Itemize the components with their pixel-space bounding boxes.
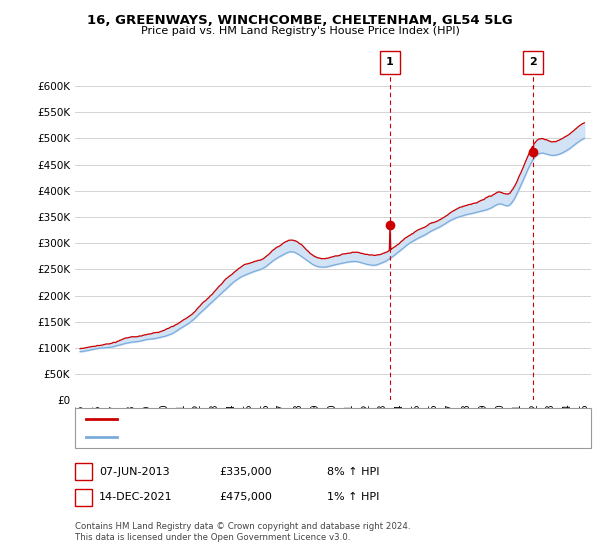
Text: Price paid vs. HM Land Registry's House Price Index (HPI): Price paid vs. HM Land Registry's House … bbox=[140, 26, 460, 36]
Text: 8% ↑ HPI: 8% ↑ HPI bbox=[327, 466, 379, 477]
Text: 2: 2 bbox=[529, 57, 537, 67]
FancyBboxPatch shape bbox=[380, 50, 400, 74]
Text: 2: 2 bbox=[80, 492, 87, 502]
Text: 16, GREENWAYS, WINCHCOMBE, CHELTENHAM, GL54 5LG: 16, GREENWAYS, WINCHCOMBE, CHELTENHAM, G… bbox=[87, 14, 513, 27]
FancyBboxPatch shape bbox=[523, 50, 543, 74]
Text: 1% ↑ HPI: 1% ↑ HPI bbox=[327, 492, 379, 502]
Text: HPI: Average price, detached house, Tewkesbury: HPI: Average price, detached house, Tewk… bbox=[123, 432, 365, 442]
Text: 1: 1 bbox=[80, 466, 87, 477]
Text: 07-JUN-2013: 07-JUN-2013 bbox=[99, 466, 170, 477]
Text: 14-DEC-2021: 14-DEC-2021 bbox=[99, 492, 173, 502]
Text: £335,000: £335,000 bbox=[219, 466, 272, 477]
Text: 1: 1 bbox=[386, 57, 394, 67]
Text: 16, GREENWAYS, WINCHCOMBE, CHELTENHAM, GL54 5LG (detached house): 16, GREENWAYS, WINCHCOMBE, CHELTENHAM, G… bbox=[123, 414, 501, 423]
Text: Contains HM Land Registry data © Crown copyright and database right 2024.
This d: Contains HM Land Registry data © Crown c… bbox=[75, 521, 410, 543]
Text: £475,000: £475,000 bbox=[219, 492, 272, 502]
